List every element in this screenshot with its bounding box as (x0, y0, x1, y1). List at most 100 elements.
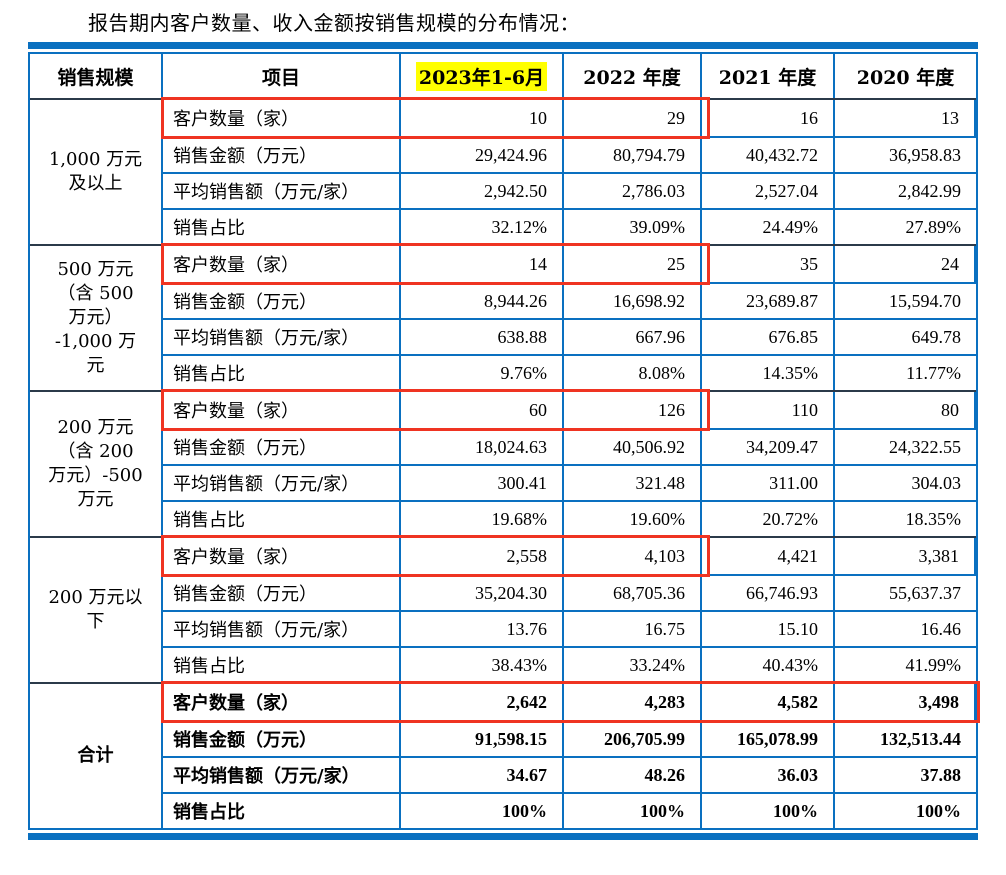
value-cell: 48.26 (564, 758, 702, 792)
page-title: 报告期内客户数量、收入金额按销售规模的分布情况： (88, 11, 580, 35)
table-row: 平均销售额（万元/家） 300.41 321.48 311.00 304.03 (163, 464, 976, 500)
table-row: 销售金额（万元） 18,024.63 40,506.92 34,209.47 24,32… (163, 428, 976, 464)
sales-scale-table: 销售规模 项目 2023年1-6月 2022 年度 2021 年度 2020 年度 1,00… (28, 42, 980, 840)
value-cell: 15,594.70 (889, 290, 961, 311)
row-label: 客户数量（家） (163, 684, 401, 720)
value-cell: 2,527.04 (702, 174, 835, 208)
value-cell: 32.12% (401, 210, 564, 244)
value-cell: 33.24% (564, 648, 702, 682)
value-cell: 132,513.44 (880, 728, 961, 749)
row-label: 平均销售额（万元/家） (163, 758, 401, 792)
scale-group: 200 万元以 下客户数量（家） 2,558 4,103 4,421 3,381 销售金额… (30, 535, 976, 682)
value-cell: 304.03 (911, 472, 962, 493)
value-cell: 4,283 (564, 684, 702, 720)
value-cell: 14 (401, 246, 564, 282)
column-header: 2021 年度 (702, 54, 835, 98)
value-cell: 13.76 (401, 612, 564, 646)
value-cell: 36,958.83 (889, 144, 961, 165)
table-row: 销售金额（万元） 35,204.30 68,705.36 66,746.93 55,63… (163, 574, 976, 610)
column-header: 项目 (163, 54, 401, 98)
table-row: 销售金额（万元） 91,598.15 206,705.99 165,078.99 132… (163, 720, 976, 756)
value-cell: 3,381 (835, 538, 976, 574)
column-header: 2022 年度 (564, 54, 702, 98)
table-row: 客户数量（家） 10 29 16 13 (161, 97, 976, 139)
value-cell: 29,424.96 (401, 138, 564, 172)
value-cell: 100% (916, 800, 961, 821)
table-row: 客户数量（家） 60 126 110 80 (161, 389, 976, 431)
value-cell: 68,705.36 (564, 576, 702, 610)
value-cell: 39.09% (564, 210, 702, 244)
column-header: 2020 年度 (856, 66, 955, 89)
value-cell: 80 (835, 392, 976, 428)
row-label: 销售占比 (163, 356, 401, 390)
value-cell: 35 (702, 246, 835, 282)
value-cell: 100% (401, 794, 564, 828)
value-cell: 18,024.63 (401, 430, 564, 464)
scale-cell: 1,000 万元 及以上 (30, 100, 163, 244)
value-cell: 35,204.30 (401, 576, 564, 610)
scale-group: 500 万元 （含 500 万元） -1,000 万 元客户数量（家） 14 25 3… (30, 243, 976, 390)
value-cell: 2,558 (401, 538, 564, 574)
value-cell: 40.43% (702, 648, 835, 682)
value-cell: 2,642 (401, 684, 564, 720)
table-row: 销售金额（万元） 8,944.26 16,698.92 23,689.87 15,594… (163, 282, 976, 318)
table-body: 销售规模 项目 2023年1-6月 2022 年度 2021 年度 2020 年度 1,00… (28, 54, 980, 828)
table-row: 客户数量（家） 14 25 35 24 (161, 243, 976, 285)
value-cell: 2,842.99 (898, 180, 961, 201)
scale-group: 200 万元 （含 200 万元）-500 万元 客户数量（家） 60 126 110 8… (30, 389, 976, 536)
value-cell: 37.88 (920, 764, 962, 785)
value-cell: 16.75 (564, 612, 702, 646)
value-cell: 38.43% (401, 648, 564, 682)
row-label: 销售占比 (163, 794, 401, 828)
scale-cell: 200 万元 （含 200 万元）-500 万元 (30, 392, 163, 536)
value-cell: 40,506.92 (564, 430, 702, 464)
row-label: 平均销售额（万元/家） (163, 320, 401, 354)
value-cell: 4,421 (702, 538, 835, 574)
row-label: 销售占比 (163, 210, 401, 244)
column-header: 销售规模 (30, 54, 163, 98)
value-cell: 16 (702, 100, 835, 136)
value-cell: 55,637.37 (889, 582, 961, 603)
value-cell: 19.68% (401, 502, 564, 536)
value-cell: 20.72% (702, 502, 835, 536)
scale-cell: 200 万元以 下 (30, 538, 163, 682)
table-header-row: 销售规模 项目 2023年1-6月 2022 年度 2021 年度 2020 年度 (30, 54, 976, 100)
value-cell: 321.48 (564, 466, 702, 500)
value-cell: 206,705.99 (564, 722, 702, 756)
table-row: 平均销售额（万元/家） 2,942.50 2,786.03 2,527.04 2,842… (163, 172, 976, 208)
scale-cell: 500 万元 （含 500 万元） -1,000 万 元 (30, 246, 163, 390)
table-row: 销售占比 38.43% 33.24% 40.43% 41.99% (163, 646, 976, 682)
row-label: 平均销售额（万元/家） (163, 612, 401, 646)
table-row: 销售占比 9.76% 8.08% 14.35% 11.77% (163, 354, 976, 390)
row-label: 销售占比 (163, 502, 401, 536)
value-cell: 2,942.50 (401, 174, 564, 208)
row-label: 平均销售额（万元/家） (163, 174, 401, 208)
value-cell: 300.41 (401, 466, 564, 500)
value-cell: 649.78 (911, 326, 962, 347)
value-cell: 18.35% (905, 508, 962, 529)
table-bottom-thick-rule (28, 833, 978, 840)
table-top-thin-rule (28, 52, 978, 54)
table-row: 销售金额（万元） 29,424.96 80,794.79 40,432.72 36,95… (163, 136, 976, 172)
value-cell: 8.08% (564, 356, 702, 390)
table-row: 平均销售额（万元/家） 638.88 667.96 676.85 649.78 (163, 318, 976, 354)
row-label: 销售金额（万元） (163, 576, 401, 610)
row-label: 客户数量（家） (163, 100, 401, 136)
value-cell: 36.03 (702, 758, 835, 792)
value-cell: 24 (835, 246, 976, 282)
table-top-thick-rule (28, 42, 978, 49)
value-cell: 667.96 (564, 320, 702, 354)
value-cell: 16.46 (920, 618, 962, 639)
value-cell: 126 (564, 392, 702, 428)
value-cell: 40,432.72 (702, 138, 835, 172)
row-label: 销售金额（万元） (163, 722, 401, 756)
value-cell: 8,944.26 (401, 284, 564, 318)
value-cell: 41.99% (905, 654, 962, 675)
value-cell: 19.60% (564, 502, 702, 536)
value-cell: 100% (702, 794, 835, 828)
row-label: 销售占比 (163, 648, 401, 682)
table-row: 客户数量（家） 2,642 4,283 4,582 3,498 (161, 681, 980, 723)
row-label: 客户数量（家） (163, 538, 401, 574)
value-cell: 4,582 (702, 684, 835, 720)
table-row: 客户数量（家） 2,558 4,103 4,421 3,381 (161, 535, 976, 577)
